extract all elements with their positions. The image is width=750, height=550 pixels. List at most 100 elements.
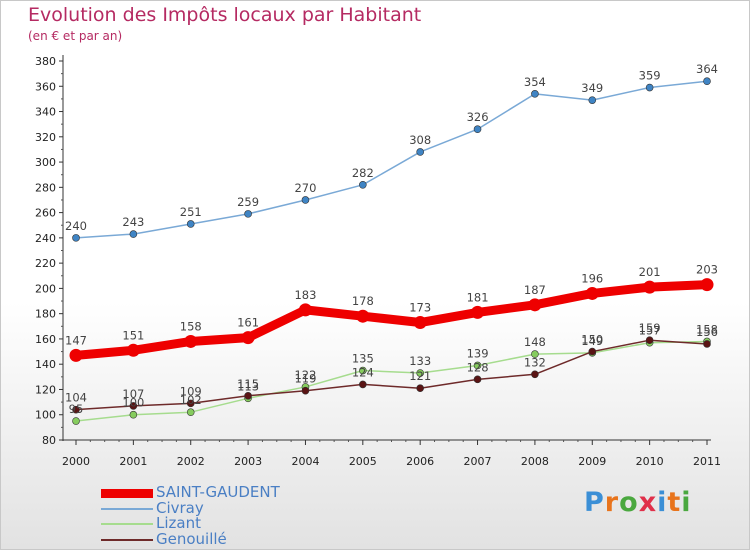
data-point-lizant: [531, 350, 539, 358]
x-tick-label: 2005: [349, 455, 377, 468]
data-point-lizant: [72, 417, 80, 425]
legend-swatch: [101, 507, 153, 510]
series-line-saint-gaudent: [71, 280, 712, 360]
data-point-civray: [531, 90, 539, 98]
data-label: 104: [65, 391, 87, 405]
y-tick-label: 320: [35, 131, 56, 144]
data-label: 147: [65, 333, 87, 347]
data-label: 156: [696, 325, 718, 339]
legend-swatch: [101, 538, 153, 541]
y-tick-label: 140: [35, 358, 56, 371]
data-label: 251: [180, 205, 202, 219]
data-point-civray: [186, 220, 195, 228]
data-label: 102: [180, 393, 202, 407]
data-label: 158: [180, 319, 202, 333]
data-label: 119: [294, 372, 316, 386]
data-point-saint-gaudent: [471, 305, 485, 319]
data-point-civray: [129, 230, 138, 238]
data-label: 181: [467, 290, 489, 304]
data-label: 149: [581, 334, 603, 348]
data-point-civray: [244, 210, 252, 218]
legend-swatch: [101, 488, 153, 498]
data-label: 115: [237, 377, 259, 391]
brand-logo: Proxiti: [584, 487, 692, 518]
y-tick-label: 300: [35, 156, 56, 169]
data-point-saint-gaudent: [241, 331, 255, 345]
data-label: 100: [122, 396, 144, 410]
data-point-civray: [588, 96, 597, 104]
data-label: 159: [639, 321, 661, 335]
data-point-genouill-: [531, 370, 539, 379]
x-tick-label: 2001: [119, 455, 147, 468]
data-label: 240: [65, 219, 87, 233]
y-tick-label: 160: [35, 333, 56, 346]
data-point-saint-gaudent: [700, 278, 714, 292]
y-tick-label: 260: [35, 207, 56, 220]
data-point-genouill-: [703, 340, 711, 348]
data-point-civray: [416, 148, 424, 156]
x-tick-label: 2008: [521, 455, 549, 468]
data-label: 364: [696, 62, 718, 76]
data-label: 282: [352, 166, 374, 180]
data-label: 158: [696, 322, 718, 336]
data-label: 151: [122, 328, 144, 342]
brand-logo-letter: r: [604, 487, 620, 518]
legend-label: Lizant: [156, 514, 201, 532]
data-point-saint-gaudent: [356, 309, 370, 323]
data-label: 178: [352, 294, 374, 308]
data-point-saint-gaudent: [126, 343, 140, 357]
x-tick-label: 2002: [177, 455, 205, 468]
data-label: 148: [524, 335, 546, 349]
data-point-saint-gaudent: [298, 303, 312, 317]
data-point-genouill-: [244, 391, 252, 400]
data-point-genouill-: [72, 405, 80, 414]
y-tick-label: 180: [35, 308, 56, 321]
data-label: 133: [409, 354, 431, 368]
data-point-civray: [72, 234, 80, 242]
x-tick-label: 2011: [693, 455, 721, 468]
data-point-saint-gaudent: [69, 348, 83, 362]
data-label: 308: [409, 133, 431, 147]
data-point-lizant: [129, 410, 138, 419]
data-point-saint-gaudent: [184, 334, 198, 348]
chart-title: Evolution des Impôts locaux par Habitant: [28, 4, 422, 26]
data-point-civray: [359, 181, 367, 189]
data-point-genouill-: [473, 375, 482, 384]
y-tick-label: 200: [35, 282, 56, 295]
brand-logo-letter: i: [657, 487, 668, 518]
data-label: 270: [294, 181, 316, 195]
data-label: 161: [237, 316, 259, 330]
legend-label: Civray: [156, 498, 204, 517]
y-tick-label: 380: [35, 55, 56, 68]
series-line-lizant: [75, 340, 708, 422]
data-point-civray: [301, 196, 310, 204]
legend-swatch: [101, 523, 153, 525]
data-point-genouill-: [416, 384, 424, 393]
data-label: 121: [409, 369, 431, 383]
data-point-genouill-: [129, 402, 138, 410]
brand-logo-letter: o: [619, 487, 639, 518]
data-label: 122: [294, 368, 316, 382]
legend-label: Genouillé: [156, 529, 227, 548]
data-label: 359: [639, 69, 661, 83]
data-point-genouill-: [186, 399, 195, 408]
data-label: 124: [352, 365, 374, 379]
data-point-civray: [703, 77, 711, 86]
x-tick-label: 2010: [636, 455, 664, 468]
y-tick-label: 360: [35, 80, 56, 93]
y-tick-label: 100: [35, 409, 56, 422]
brand-logo-letter: P: [584, 487, 605, 518]
data-label: 95: [69, 402, 84, 416]
data-label: 113: [237, 379, 259, 393]
data-point-lizant: [416, 369, 424, 377]
data-point-saint-gaudent: [528, 298, 542, 312]
series-line-genouill-: [75, 339, 708, 411]
data-point-saint-gaudent: [413, 316, 427, 330]
data-label: 196: [581, 271, 603, 285]
y-tick-label: 340: [35, 106, 56, 119]
x-tick-label: 2004: [291, 455, 319, 468]
data-label: 107: [122, 387, 144, 401]
data-point-lizant: [359, 366, 367, 375]
